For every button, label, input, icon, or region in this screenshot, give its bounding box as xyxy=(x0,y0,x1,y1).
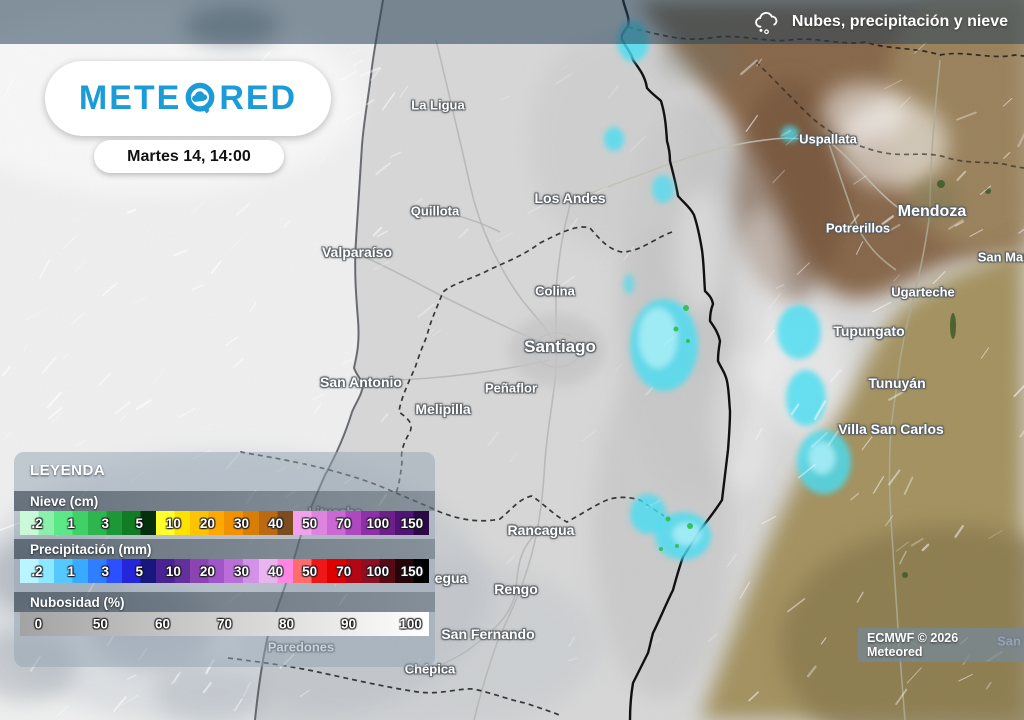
legend-tick: 60 xyxy=(154,616,170,632)
legend-cell: 20 xyxy=(190,559,225,583)
snow-specks xyxy=(659,305,693,551)
logo-text-left: METE xyxy=(78,79,182,117)
legend-cell-value: 40 xyxy=(268,515,284,531)
legend-cell-value: .2 xyxy=(31,515,43,531)
legend-cell: 5 xyxy=(122,511,157,535)
legend-cell-value: 30 xyxy=(233,515,250,531)
legend-cell: .2 xyxy=(20,511,55,535)
cloud-precipitation-icon xyxy=(755,12,778,35)
legend-cell-value: 50 xyxy=(302,515,318,531)
legend-cell: 70 xyxy=(326,511,361,535)
legend-cell-value: 20 xyxy=(199,515,215,531)
legend-cell: 70 xyxy=(326,559,361,583)
legend-cell: 50 xyxy=(292,559,327,583)
legend-cell-value: 70 xyxy=(336,515,352,531)
legend-cell-value: 50 xyxy=(302,563,318,579)
legend-precipitation-label: Precipitación (mm) xyxy=(30,541,152,557)
legend-tick: 100 xyxy=(399,616,422,632)
legend-cell-value: 100 xyxy=(366,515,390,531)
legend-cell-value: .2 xyxy=(31,563,43,579)
legend-cell-value: 3 xyxy=(101,515,109,531)
legend-cell-value: 70 xyxy=(336,563,352,579)
legend-cell: 20 xyxy=(190,511,225,535)
header-bar: Nubes, precipitación y nieve xyxy=(0,0,1024,44)
legend-tick: 90 xyxy=(341,616,357,632)
legend-tick: 80 xyxy=(279,616,295,632)
legend-cell-value: 30 xyxy=(233,563,250,579)
legend-panel: LEYENDA Nieve (cm) .2 1 3 5 10 20 30 40 50 70 100 1… xyxy=(14,452,435,667)
legend-cell: 3 xyxy=(88,511,123,535)
legend-precipitation-band: Precipitación (mm) xyxy=(14,539,435,559)
legend-cloudiness-band: Nubosidad (%) xyxy=(14,592,435,612)
legend-cell-value: 5 xyxy=(135,563,144,579)
meteored-logo[interactable]: METE RED xyxy=(45,61,331,136)
legend-cell: .2 xyxy=(20,559,55,583)
forecast-datetime: Martes 14, 14:00 xyxy=(127,147,251,165)
legend-snow-band: Nieve (cm) xyxy=(14,491,435,511)
legend-tick: 50 xyxy=(92,616,108,632)
vegetation-patches xyxy=(902,180,991,578)
legend-cell: 40 xyxy=(258,511,293,535)
legend-cell-value: 150 xyxy=(400,515,424,531)
meteored-wordmark: METE RED xyxy=(79,79,297,118)
map-layer-title: Nubes, precipitación y nieve xyxy=(791,13,1008,30)
forecast-datetime-pill: Martes 14, 14:00 xyxy=(94,140,284,173)
legend-cell: 5 xyxy=(122,559,157,583)
legend-cloudiness-label: Nubosidad (%) xyxy=(30,594,125,610)
legend-cell: 3 xyxy=(88,559,123,583)
legend-cell-value: 20 xyxy=(199,563,215,579)
logo-text-right: RED xyxy=(219,79,298,117)
legend-cell-value: 10 xyxy=(165,515,181,531)
legend-cell-value: 5 xyxy=(135,515,144,531)
legend-cell: 150 xyxy=(394,511,429,535)
legend-cell-value: 1 xyxy=(67,515,75,531)
legend-cell: 1 xyxy=(54,559,89,583)
legend-cell-value: 1 xyxy=(67,563,75,579)
precipitation-blobs xyxy=(604,20,851,560)
legend-cell-value: 150 xyxy=(400,563,424,579)
legend-cell: 10 xyxy=(156,559,191,583)
legend-cell: 10 xyxy=(156,511,191,535)
cloudiness-scale-bar: 0 50 60 70 80 90 100 xyxy=(20,612,429,636)
legend-cell: 150 xyxy=(394,559,429,583)
legend-cell: 100 xyxy=(360,511,395,535)
legend-cell-value: 100 xyxy=(366,563,390,579)
legend-title: LEYENDA xyxy=(30,462,106,479)
model-credit-badge: ECMWF © 2026 Meteored xyxy=(858,628,1024,662)
snow-scale-bar: .2 1 3 5 10 20 30 40 50 70 100 150 xyxy=(20,511,429,535)
legend-cell-value: 10 xyxy=(165,563,181,579)
model-credit-text: ECMWF © 2026 Meteored xyxy=(867,631,959,659)
legend-cell: 30 xyxy=(224,559,259,583)
legend-cell-value: 40 xyxy=(268,563,284,579)
legend-cell-value: 3 xyxy=(101,563,109,579)
legend-cell: 100 xyxy=(360,559,395,583)
legend-tick: 0 xyxy=(34,616,43,632)
legend-cell: 30 xyxy=(224,511,259,535)
legend-cell: 40 xyxy=(258,559,293,583)
legend-tick: 70 xyxy=(216,616,233,632)
legend-cell: 1 xyxy=(54,511,89,535)
precipitation-scale-bar: .2 1 3 5 10 20 30 40 50 70 100 150 xyxy=(20,559,429,583)
legend-snow-label: Nieve (cm) xyxy=(30,493,99,509)
meteored-bubble-icon xyxy=(185,82,215,113)
legend-cell: 50 xyxy=(292,511,327,535)
border-line xyxy=(620,0,732,720)
